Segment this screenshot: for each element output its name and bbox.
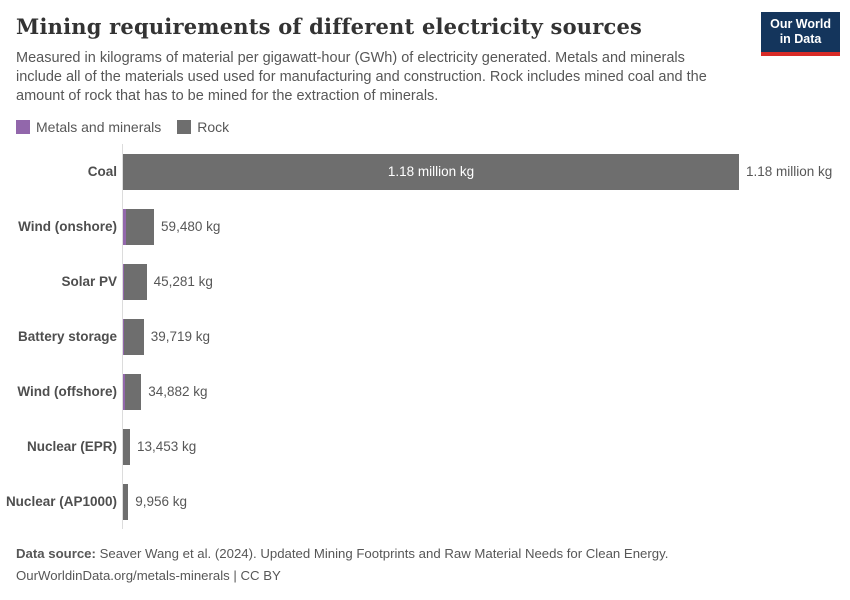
- bar-row: Coal 1.18 million kg 1.18 million kg: [16, 144, 834, 199]
- inside-bar-value-label: 1.18 million kg: [387, 164, 475, 179]
- legend-swatch-icon: [16, 120, 30, 134]
- owid-logo-line1: Our World: [770, 17, 831, 31]
- bar-row: Wind (onshore) 59,480 kg: [16, 199, 834, 254]
- bar-track: 9,956 kg: [122, 474, 834, 529]
- data-source-text: Seaver Wang et al. (2024). Updated Minin…: [99, 546, 669, 561]
- bar-track: 45,281 kg: [122, 254, 834, 309]
- bar-row: Nuclear (EPR) 13,453 kg: [16, 419, 834, 474]
- data-source-label: Data source:: [16, 546, 96, 561]
- chart-footer: Data source: Seaver Wang et al. (2024). …: [16, 543, 668, 587]
- bar-track: 39,719 kg: [122, 309, 834, 364]
- legend-swatch-icon: [177, 120, 192, 134]
- category-label: Solar PV: [61, 274, 117, 289]
- bar-row: Solar PV 45,281 kg: [16, 254, 834, 309]
- bar-wind-offshore[interactable]: [123, 373, 142, 410]
- legend-label: Metals and minerals: [36, 119, 162, 135]
- metals-segment: [123, 373, 125, 410]
- category-label: Nuclear (EPR): [26, 439, 117, 454]
- category-label: Battery storage: [17, 329, 117, 344]
- bar-value-label: 45,281 kg: [153, 274, 213, 289]
- chart-subtitle: Measured in kilograms of material per gi…: [16, 49, 834, 106]
- chart-legend: Metals and minerals Rock: [16, 119, 834, 135]
- bar-nuclear-epr[interactable]: [123, 428, 131, 465]
- bar-value-label: 34,882 kg: [148, 384, 208, 399]
- category-label: Wind (onshore): [18, 219, 117, 234]
- chart-header: Mining requirements of different electri…: [0, 0, 850, 135]
- bar-value-label: 39,719 kg: [150, 329, 211, 344]
- legend-item-rock[interactable]: Rock: [177, 119, 229, 135]
- bar-nuclear-ap1000[interactable]: [123, 483, 129, 520]
- metals-segment: [123, 263, 124, 300]
- subtitle-line: include all of the materials used used f…: [16, 69, 707, 85]
- bar-track: 13,453 kg: [122, 419, 834, 474]
- owid-logo-line2: in Data: [779, 32, 822, 46]
- bar-value-label: 9,956 kg: [135, 494, 187, 509]
- bar-solar-pv[interactable]: [123, 263, 147, 300]
- bar-row: Nuclear (AP1000) 9,956 kg: [5, 474, 834, 529]
- category-label: Coal: [87, 164, 117, 179]
- owid-logo: Our World in Data: [761, 12, 840, 56]
- chart-area: Coal 1.18 million kg 1.18 million kg Wind (…: [5, 144, 834, 529]
- category-label: Wind (offshore): [17, 384, 117, 399]
- chart-title: Mining requirements of different electri…: [16, 14, 643, 39]
- subtitle-line: amount of rock that has to be mined for …: [16, 88, 439, 104]
- bar-wind-onshore[interactable]: [123, 208, 155, 245]
- bar-coal[interactable]: 1.18 million kg: [123, 153, 739, 190]
- metals-segment: [123, 318, 124, 355]
- bar-track: 59,480 kg: [122, 199, 834, 254]
- data-source-line: Data source: Seaver Wang et al. (2024). …: [16, 543, 668, 565]
- bar-value-label: 13,453 kg: [137, 439, 197, 454]
- attribution-line: OurWorldinData.org/metals-minerals | CC …: [16, 568, 281, 583]
- bar-row: Wind (offshore) 34,882 kg: [16, 364, 834, 419]
- bar-track: 34,882 kg: [122, 364, 834, 419]
- bar-track: 1.18 million kg 1.18 million kg: [122, 144, 834, 199]
- category-label: Nuclear (AP1000): [5, 494, 117, 509]
- bar-row: Battery storage 39,719 kg: [16, 309, 834, 364]
- legend-item-metals-and-minerals[interactable]: Metals and minerals: [16, 119, 161, 135]
- legend-label: Rock: [197, 119, 230, 135]
- metals-segment: [123, 208, 126, 245]
- bar-value-label: 59,480 kg: [161, 219, 221, 234]
- subtitle-line: Measured in kilograms of material per gi…: [16, 50, 685, 66]
- bar-value-label: 1.18 million kg: [746, 164, 833, 179]
- bar-battery-storage[interactable]: [123, 318, 144, 355]
